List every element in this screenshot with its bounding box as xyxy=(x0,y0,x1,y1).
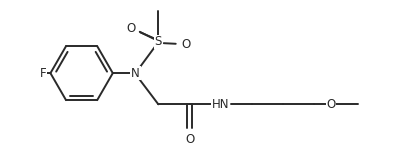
Text: HN: HN xyxy=(212,98,229,111)
Text: O: O xyxy=(326,98,336,111)
Text: O: O xyxy=(181,39,190,51)
Text: O: O xyxy=(126,22,135,35)
Text: S: S xyxy=(155,36,162,48)
Text: F: F xyxy=(40,67,46,80)
Text: N: N xyxy=(131,67,140,80)
Text: O: O xyxy=(185,133,194,146)
